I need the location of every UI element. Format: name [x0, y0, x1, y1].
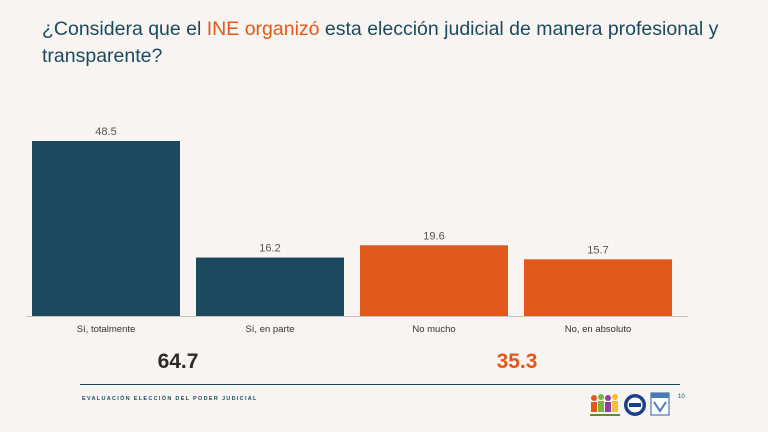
footer-divider	[80, 384, 680, 385]
shield-logo-icon	[650, 392, 670, 416]
bar-3	[360, 245, 508, 316]
bar-1	[32, 141, 180, 316]
bar-value-label-2: 16.2	[259, 243, 280, 255]
logos	[588, 390, 672, 425]
seal-logo-icon	[624, 394, 646, 416]
category-label-2: Sí, en parte	[245, 324, 294, 335]
page-title: ¿Considera que el INE organizó esta elec…	[42, 16, 732, 70]
bar-value-label-1: 48.5	[95, 126, 116, 138]
people-logo-icon	[590, 394, 620, 416]
bar-4	[524, 259, 672, 316]
page-number: 10	[678, 394, 685, 400]
bar-value-label-3: 19.6	[423, 230, 444, 242]
total-positive: 64.7	[157, 350, 199, 373]
category-label-1: Sí, totalmente	[77, 324, 136, 335]
title-highlight: INE organizó	[206, 18, 320, 40]
bar-value-label-4: 15.7	[587, 244, 608, 256]
title-text-before: ¿Considera que el	[42, 18, 207, 40]
title-text-after: esta elección judicial de manera profesi…	[42, 18, 719, 67]
bar-2	[196, 257, 344, 316]
footer-label: EVALUACIÓN ELECCIÓN DEL PODER JUDICIAL	[82, 396, 258, 402]
category-label-4: No, en absoluto	[565, 324, 632, 335]
category-label-3: No mucho	[412, 324, 455, 335]
total-negative: 35.3	[496, 350, 538, 373]
